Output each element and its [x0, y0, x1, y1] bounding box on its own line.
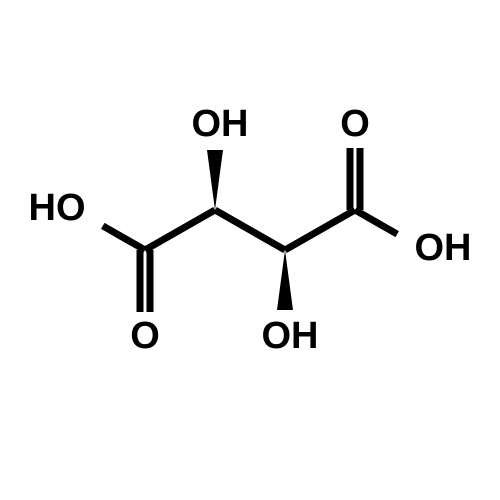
- bond: [355, 210, 397, 234]
- molecule-diagram: HO O OH OH O OH: [0, 0, 500, 500]
- atom-label: OH: [192, 103, 249, 145]
- wedge-bond: [207, 150, 223, 210]
- atom-label: O: [340, 103, 370, 145]
- bond: [103, 226, 145, 250]
- bond: [285, 210, 355, 250]
- bond: [215, 210, 285, 250]
- atom-label: OH: [415, 227, 472, 269]
- atom-label: OH: [262, 315, 319, 357]
- atom-label: HO: [29, 187, 86, 229]
- bond: [145, 210, 215, 250]
- wedge-bond: [277, 250, 293, 310]
- atom-label: O: [130, 315, 160, 357]
